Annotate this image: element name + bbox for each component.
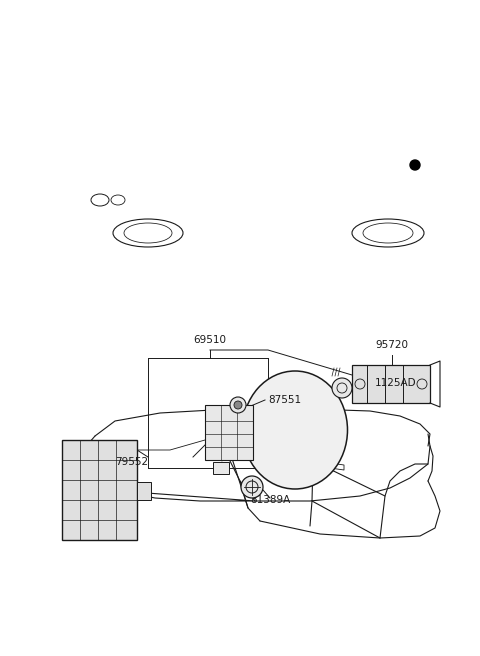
Circle shape: [410, 160, 420, 170]
Text: 1125AD: 1125AD: [375, 378, 417, 388]
Text: 79552: 79552: [115, 457, 148, 467]
Circle shape: [332, 378, 352, 398]
FancyBboxPatch shape: [137, 482, 151, 500]
Text: 95720: 95720: [375, 340, 408, 350]
Text: 69510: 69510: [193, 335, 227, 345]
Circle shape: [230, 397, 246, 413]
FancyBboxPatch shape: [352, 365, 430, 403]
Ellipse shape: [242, 371, 348, 489]
Text: 87551: 87551: [268, 395, 301, 405]
FancyBboxPatch shape: [205, 405, 253, 460]
Circle shape: [241, 476, 263, 498]
FancyBboxPatch shape: [62, 440, 137, 540]
FancyBboxPatch shape: [213, 462, 229, 474]
Circle shape: [234, 401, 242, 409]
Text: 81389A: 81389A: [250, 495, 290, 505]
